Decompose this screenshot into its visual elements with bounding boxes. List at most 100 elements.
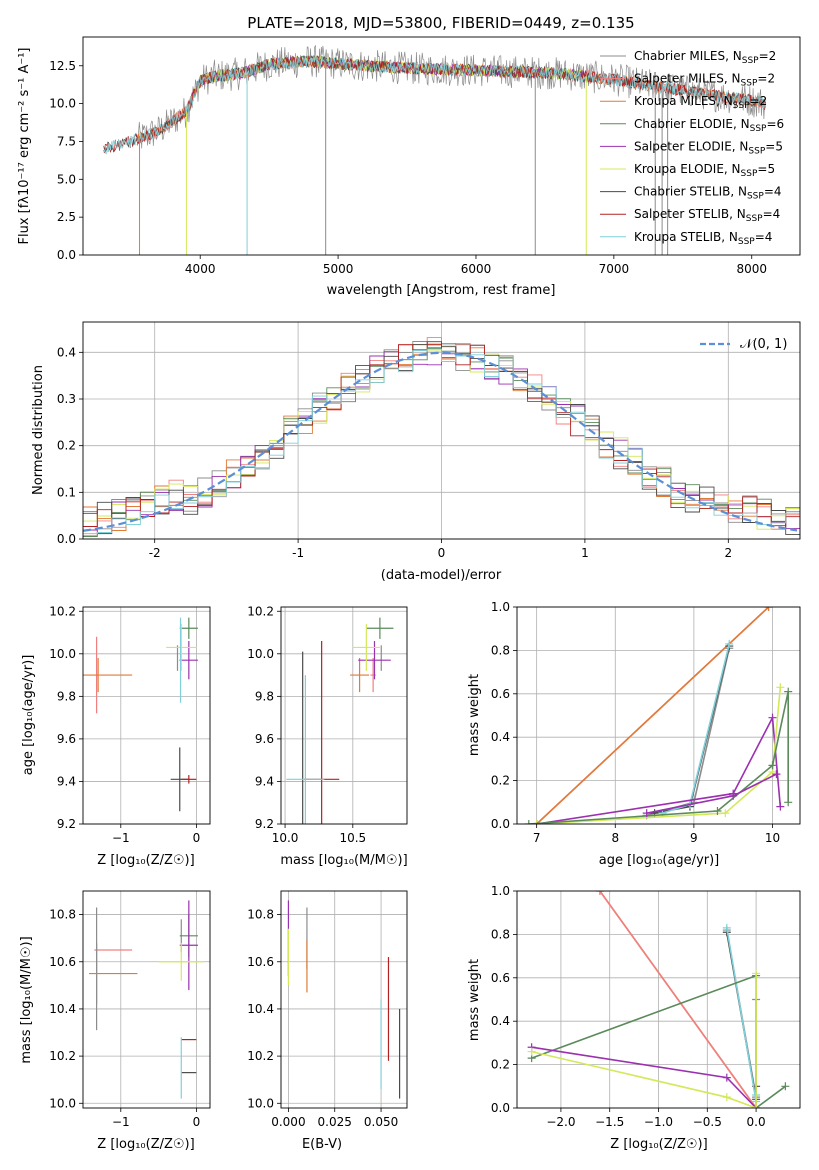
weight-marker: [721, 809, 730, 818]
weight-marker: [729, 791, 738, 800]
mass-vs-z-ylabel: mass [log₁₀(M/M☉)]: [19, 936, 34, 1063]
x-tick-label: 1: [581, 546, 589, 560]
x-tick-label: 0: [193, 831, 201, 845]
x-tick-label: 10.5: [339, 831, 366, 845]
errorbar-point-kroupa_stelib: [286, 675, 325, 824]
errorbar-point-kroupa_miles: [350, 658, 370, 693]
y-tick-label: 0.4: [491, 730, 510, 744]
weight-line-salpeter_elodie: [646, 773, 777, 814]
errorbar-point-salpeter_elodie: [179, 900, 198, 991]
y-tick-label: 10.0: [247, 647, 274, 661]
weight-marker: [776, 683, 785, 692]
legend-entry: Kroupa STELIB, NSSP=4: [634, 230, 772, 247]
weight-line-kroupa_miles: [536, 607, 770, 824]
x-tick-label: 7: [533, 831, 541, 845]
y-tick-label: 0.8: [491, 643, 510, 657]
mass-weight-vs-age-panel: age [log₁₀(age/yr)] mass weight 7 8 9 10 0.0…: [467, 600, 801, 868]
y-tick-label: 0.4: [491, 1014, 510, 1028]
legend-entry: Chabrier ELODIE, NSSP=6: [634, 117, 784, 134]
x-tick-label: 0: [193, 1115, 201, 1129]
mass-weight-vs-metallicity-panel: Z [log₁₀(Z/Z☉)] mass weight −2.0 −1.5 −1.0…: [467, 884, 801, 1152]
y-tick-label: 9.6: [57, 732, 76, 746]
y-tick-label: 0.0: [491, 1101, 510, 1115]
y-tick-label: 0.6: [491, 687, 510, 701]
y-tick-label: 0.3: [57, 392, 76, 406]
errorbar-point-chabrier_elodie: [179, 617, 198, 639]
y-tick-label: 9.8: [255, 689, 274, 703]
x-tick-label: −2.0: [546, 1115, 575, 1129]
legend-entry: Kroupa MILES, NSSP=2: [634, 94, 767, 111]
y-tick-label: 0.0: [57, 248, 76, 262]
axes-frame: [82, 890, 211, 1109]
y-tick-label: 10.4: [247, 1002, 274, 1016]
x-tick-label: 5000: [323, 262, 354, 276]
weight-marker: [784, 687, 793, 696]
weight-marker: [722, 1093, 731, 1102]
y-tick-label: 2.5: [57, 210, 76, 224]
weight-line-chabrier_stelib: [654, 645, 731, 814]
age-vs-mass-panel: mass [log₁₀(M/M☉)] 10.0 10.5 9.2 9.4 9.6 9.8 1…: [247, 604, 407, 868]
y-tick-label: 0.6: [491, 971, 510, 985]
y-tick-label: 9.6: [255, 732, 274, 746]
errorbar-point-kroupa_stelib: [179, 617, 183, 703]
weight-marker: [527, 1047, 536, 1056]
errorbar-point-salpeter_stelib: [181, 775, 197, 784]
axes-frame: [82, 606, 211, 825]
weight-marker: [768, 713, 777, 722]
axes-frame: [516, 606, 801, 825]
spectrum-ylabel: Flux [fλ10⁻¹⁷ erg cm⁻² s⁻¹ A⁻¹]: [17, 48, 32, 245]
mw-age-ylabel: mass weight: [467, 674, 482, 756]
y-tick-label: 10.4: [49, 1002, 76, 1016]
x-tick-label: 0.0: [747, 1115, 766, 1129]
y-tick-label: 10.2: [49, 1049, 76, 1063]
x-tick-label: 0.050: [364, 1115, 398, 1129]
plot-layer: [103, 44, 766, 255]
x-tick-label: −1.0: [644, 1115, 673, 1129]
errorbar-point-kroupa_miles: [83, 658, 133, 693]
x-tick-label: −1: [112, 1115, 130, 1129]
y-tick-label: 10.8: [247, 908, 274, 922]
x-tick-label: 0.000: [271, 1115, 305, 1129]
errorbar-point-kroupa_elodie: [352, 624, 380, 671]
x-tick-label: 4000: [185, 262, 216, 276]
x-tick-label: 7000: [599, 262, 630, 276]
x-tick-label: 0.025: [318, 1115, 352, 1129]
x-tick-label: 10.0: [272, 831, 299, 845]
y-tick-label: 10.0: [49, 647, 76, 661]
weight-marker: [524, 820, 533, 824]
mass-vs-ebv-panel: E(B-V) 0.000 0.025 0.050 10.0 10.2 10.4 10.6 10…: [247, 890, 408, 1152]
y-tick-label: 10.8: [49, 908, 76, 922]
plot-layer: [89, 900, 204, 1099]
age-vs-z-ylabel: age [log₁₀(age/yr)]: [21, 655, 36, 776]
y-tick-label: 0.4: [57, 345, 76, 359]
axes-frame: [280, 890, 408, 1109]
plot-layer: [524, 607, 793, 824]
x-tick-label: 2: [724, 546, 732, 560]
x-tick-label: 10: [765, 831, 780, 845]
errorbar-point-salpeter_elodie: [179, 641, 198, 680]
weight-marker: [764, 607, 773, 611]
weight-marker: [595, 891, 604, 895]
y-tick-label: 10.6: [49, 955, 76, 969]
y-tick-label: 10.2: [247, 604, 274, 618]
mass-vs-ebv-xlabel: E(B-V): [302, 1137, 342, 1152]
y-tick-label: 0.8: [491, 927, 510, 941]
y-tick-label: 0.2: [491, 1058, 510, 1072]
y-tick-label: 0.1: [57, 485, 76, 499]
y-tick-label: 10.0: [49, 1096, 76, 1110]
residuals-panel: (data-model)/error Normed distribution 𝒩…: [31, 321, 801, 583]
weight-marker: [722, 923, 731, 932]
y-tick-label: 10.0: [49, 97, 76, 111]
x-tick-label: −1.5: [595, 1115, 624, 1129]
mw-z-ylabel: mass weight: [467, 959, 482, 1041]
weight-marker: [784, 798, 793, 807]
y-tick-label: 0.0: [57, 532, 76, 546]
y-tick-label: 0.2: [491, 774, 510, 788]
y-tick-label: 7.5: [57, 134, 76, 148]
weight-marker: [752, 1104, 761, 1108]
weight-line-kroupa_elodie: [536, 687, 782, 824]
weight-line-salpeter_miles: [599, 891, 757, 1108]
y-tick-label: 5.0: [57, 172, 76, 186]
x-tick-label: -1: [292, 546, 304, 560]
